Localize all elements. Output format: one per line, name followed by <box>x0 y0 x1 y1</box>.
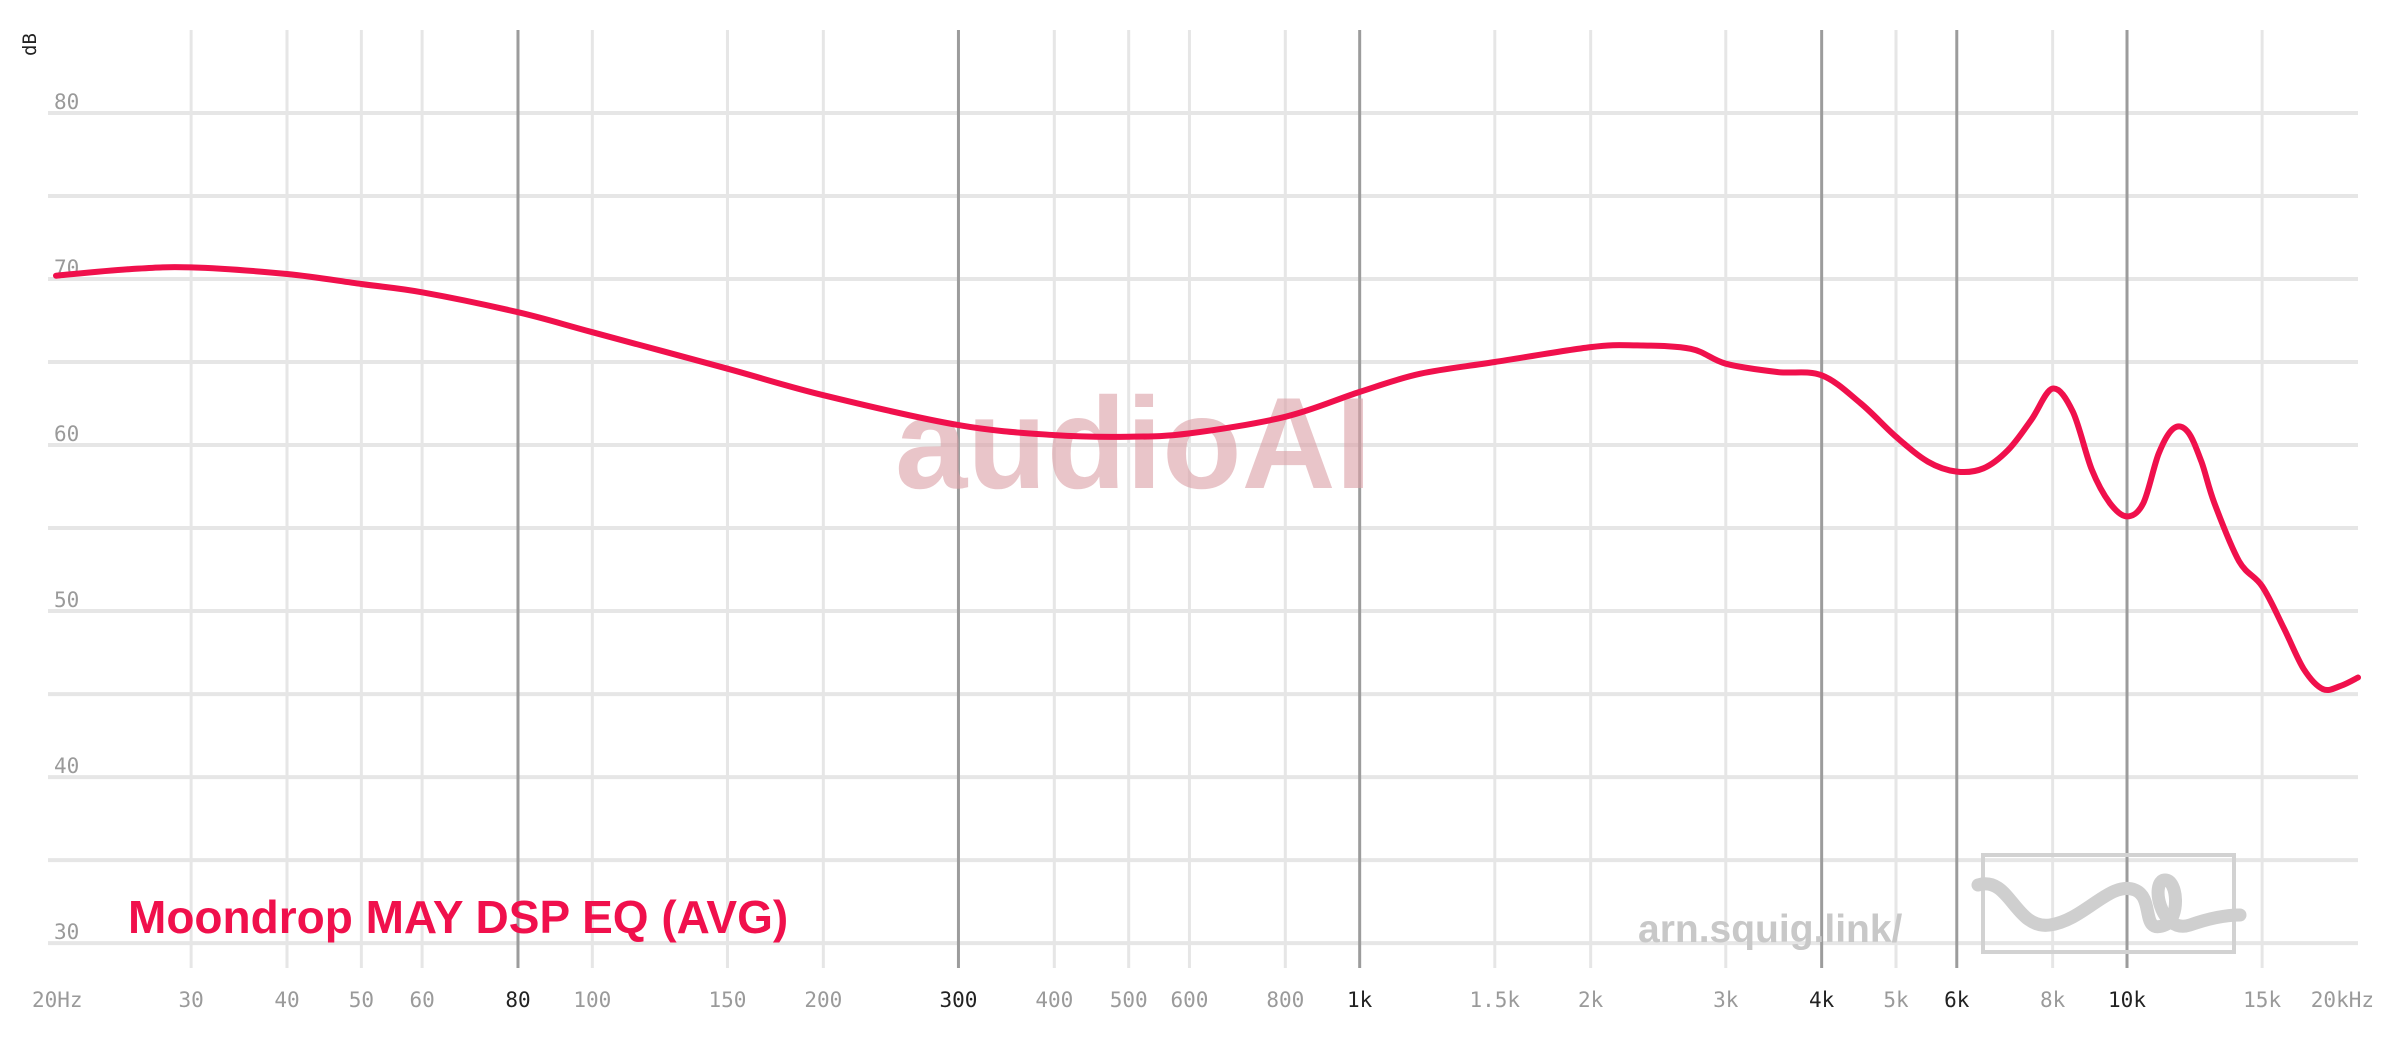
x-tick-label: 400 <box>1035 988 1073 1012</box>
x-tick-label: 15k <box>2243 988 2281 1012</box>
x-tick-label: 1k <box>1347 988 1373 1012</box>
y-tick-label: 40 <box>54 754 79 778</box>
x-tick-label: 1.5k <box>1470 988 1521 1012</box>
x-tick-label: 20Hz <box>32 988 83 1012</box>
x-tick-label: 80 <box>505 988 530 1012</box>
x-tick-label: 5k <box>1883 988 1909 1012</box>
x-tick-label: 600 <box>1170 988 1208 1012</box>
y-tick-label: 60 <box>54 422 79 446</box>
y-axis-label: dB <box>19 33 41 56</box>
x-tick-label: 20kHz <box>2311 988 2374 1012</box>
y-tick-label: 80 <box>54 90 79 114</box>
x-tick-label: 3k <box>1713 988 1739 1012</box>
x-tick-label: 10k <box>2108 988 2146 1012</box>
x-tick-label: 2k <box>1578 988 1604 1012</box>
squiglink-logo-icon <box>1971 853 2247 954</box>
x-tick-label: 150 <box>708 988 746 1012</box>
series-line <box>53 264 2361 694</box>
x-axis-ticks: 20Hz 30 40 50 60 80 100 150 200 300 400 500 600 800 1k… <box>32 988 2374 1012</box>
x-tick-label: 6k <box>1944 988 1970 1012</box>
audioai-watermark: audioAI <box>895 370 1372 516</box>
x-tick-label: 4k <box>1809 988 1835 1012</box>
x-tick-label: 300 <box>939 988 977 1012</box>
x-tick-label: 200 <box>804 988 842 1012</box>
vertical-gridlines <box>189 30 2264 968</box>
x-tick-label: 60 <box>409 988 434 1012</box>
x-tick-label: 800 <box>1266 988 1304 1012</box>
x-tick-label: 100 <box>573 988 611 1012</box>
x-tick-label: 40 <box>274 988 299 1012</box>
x-tick-label: 8k <box>2040 988 2066 1012</box>
y-tick-label: 30 <box>54 920 79 944</box>
x-tick-label: 30 <box>178 988 203 1012</box>
x-tick-label: 500 <box>1110 988 1148 1012</box>
horizontal-gridlines <box>48 111 2358 946</box>
x-tick-label: 50 <box>349 988 374 1012</box>
series-layer <box>53 264 2361 694</box>
series-label: Moondrop MAY DSP EQ (AVG) <box>128 891 788 943</box>
y-tick-label: 50 <box>54 588 79 612</box>
site-credit-text: arn.squig.link/ <box>1638 908 1903 951</box>
